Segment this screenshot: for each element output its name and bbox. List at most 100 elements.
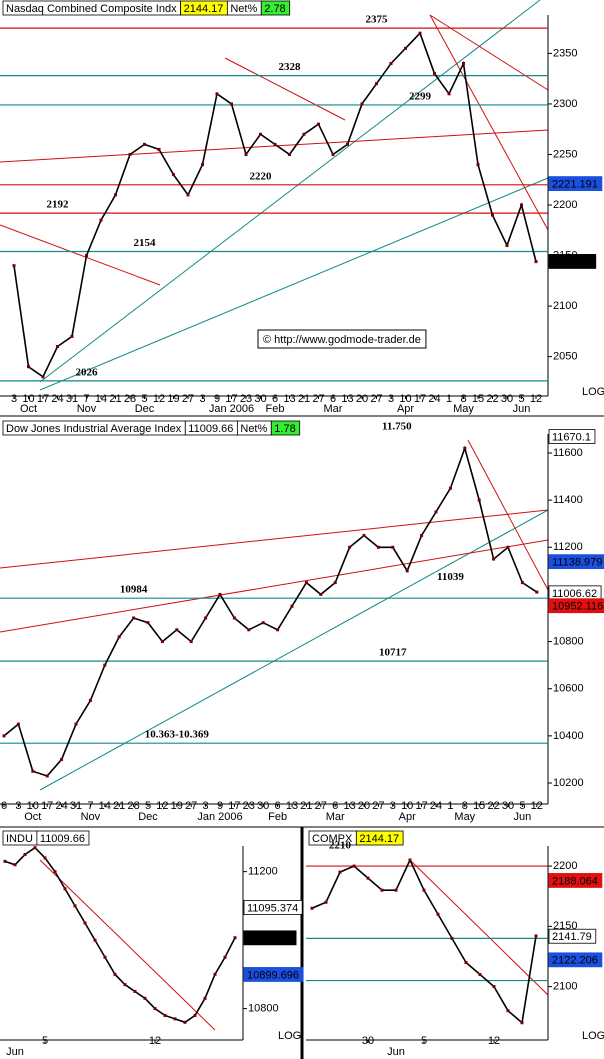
- price-tag: 2144.17: [552, 256, 592, 268]
- month-label: Jan 2006: [209, 403, 254, 415]
- month-label: May: [454, 811, 475, 823]
- price-point: [233, 936, 237, 940]
- trend-line: [0, 224, 161, 286]
- price-tag: 11095.374: [247, 902, 298, 914]
- price-point: [33, 846, 37, 850]
- x-tick-label: 19: [167, 393, 179, 405]
- x-tick-label: 24: [51, 393, 63, 405]
- price-point: [12, 264, 16, 268]
- net-label: Net%: [230, 3, 257, 15]
- price-line: [4, 846, 236, 1024]
- trend-line: [39, 859, 216, 1031]
- x-tick-label: 10: [401, 800, 413, 812]
- x-tick-label: 21: [109, 393, 121, 405]
- price-point: [133, 989, 137, 993]
- price-point: [103, 663, 107, 667]
- x-tick-label: 8: [460, 393, 466, 405]
- price-point: [132, 616, 136, 620]
- trend-line: [467, 439, 549, 591]
- price-tag: 2122.206: [552, 955, 598, 967]
- x-tick-label: 1: [447, 800, 453, 812]
- x-tick-label: 10: [27, 800, 39, 812]
- x-tick-label: 21: [298, 393, 310, 405]
- x-tick-label: 7: [83, 393, 89, 405]
- x-tick-label: 6: [332, 800, 338, 812]
- price-point: [348, 545, 352, 549]
- price-point: [310, 906, 314, 910]
- chart-title: Nasdaq Combined Composite Indx: [6, 3, 177, 15]
- net-value: 2.78: [264, 3, 285, 15]
- price-tag-box: [548, 176, 603, 191]
- x-tick-label: 14: [95, 393, 107, 405]
- x-tick-label: 30: [501, 393, 513, 405]
- trend-line: [429, 14, 549, 91]
- month-label: May: [453, 403, 474, 415]
- x-tick-label: 14: [99, 800, 111, 812]
- price-point: [366, 876, 370, 880]
- y-tick-label: 2200: [553, 860, 577, 872]
- price-point: [74, 722, 78, 726]
- price-tag-box: [548, 254, 597, 269]
- y-tick-label: 10400: [553, 730, 584, 742]
- x-tick-label: 15: [472, 393, 484, 405]
- price-point: [405, 569, 409, 573]
- price-point: [230, 102, 233, 106]
- x-tick-label: 12: [149, 1035, 161, 1047]
- price-tag-box: [548, 928, 597, 944]
- x-tick-label: 5: [141, 393, 147, 405]
- price-point: [420, 533, 424, 537]
- x-tick-label: 17: [228, 800, 240, 812]
- x-tick-label: 13: [286, 800, 298, 812]
- x-tick-label: 23: [240, 393, 252, 405]
- trend-line: [224, 57, 346, 121]
- x-tick-label: 5: [42, 1035, 48, 1047]
- x-tick-label: 6: [330, 393, 336, 405]
- price-point: [173, 1017, 177, 1021]
- price-point: [183, 1020, 187, 1024]
- price-point: [259, 132, 262, 136]
- price-tag: 11670.1: [552, 431, 591, 443]
- x-tick-label: 22: [486, 393, 498, 405]
- price-tag-box: [548, 598, 604, 614]
- x-tick-label: 20: [356, 393, 368, 405]
- x-tick-label: 24: [428, 393, 440, 405]
- x-tick-label: 27: [182, 393, 194, 405]
- price-point: [317, 122, 320, 126]
- watermark: © http://www.godmode-trader.de: [263, 334, 421, 346]
- x-tick-label: 30: [254, 393, 266, 405]
- last-value: 11009.66: [40, 833, 85, 845]
- price-point: [462, 61, 465, 65]
- x-tick-label: 24: [55, 800, 67, 812]
- price-point: [193, 1013, 197, 1017]
- price-point: [153, 1007, 157, 1011]
- price-tag: 10899.696: [247, 969, 299, 981]
- price-tag-box: [243, 967, 304, 982]
- annotation: 2192: [47, 199, 70, 211]
- trend-line: [409, 859, 549, 996]
- x-tick-label: 30: [502, 800, 514, 812]
- price-point: [160, 640, 164, 644]
- x-tick-label: 28: [127, 800, 139, 812]
- price-point: [375, 82, 378, 86]
- trend-line: [429, 14, 549, 231]
- month-label: Dec: [138, 811, 158, 823]
- price-point: [123, 983, 127, 987]
- annotation: 11039: [437, 571, 464, 583]
- net-value-box: [270, 420, 301, 436]
- y-tick-label: 2350: [553, 47, 577, 59]
- annotation: 2375: [366, 14, 389, 26]
- x-tick-label: 7: [87, 800, 93, 812]
- price-point: [13, 863, 17, 867]
- price-point: [534, 934, 538, 938]
- month-label: Feb: [268, 811, 287, 823]
- scale-label: LOG: [582, 386, 604, 398]
- month-label: Oct: [20, 403, 37, 415]
- price-point: [304, 581, 308, 585]
- month-label: Mar: [326, 811, 345, 823]
- price-point: [380, 888, 384, 892]
- price-point: [99, 218, 103, 222]
- price-point: [376, 545, 380, 549]
- last-value: 2144.17: [184, 3, 224, 15]
- price-tag-box: [548, 554, 604, 570]
